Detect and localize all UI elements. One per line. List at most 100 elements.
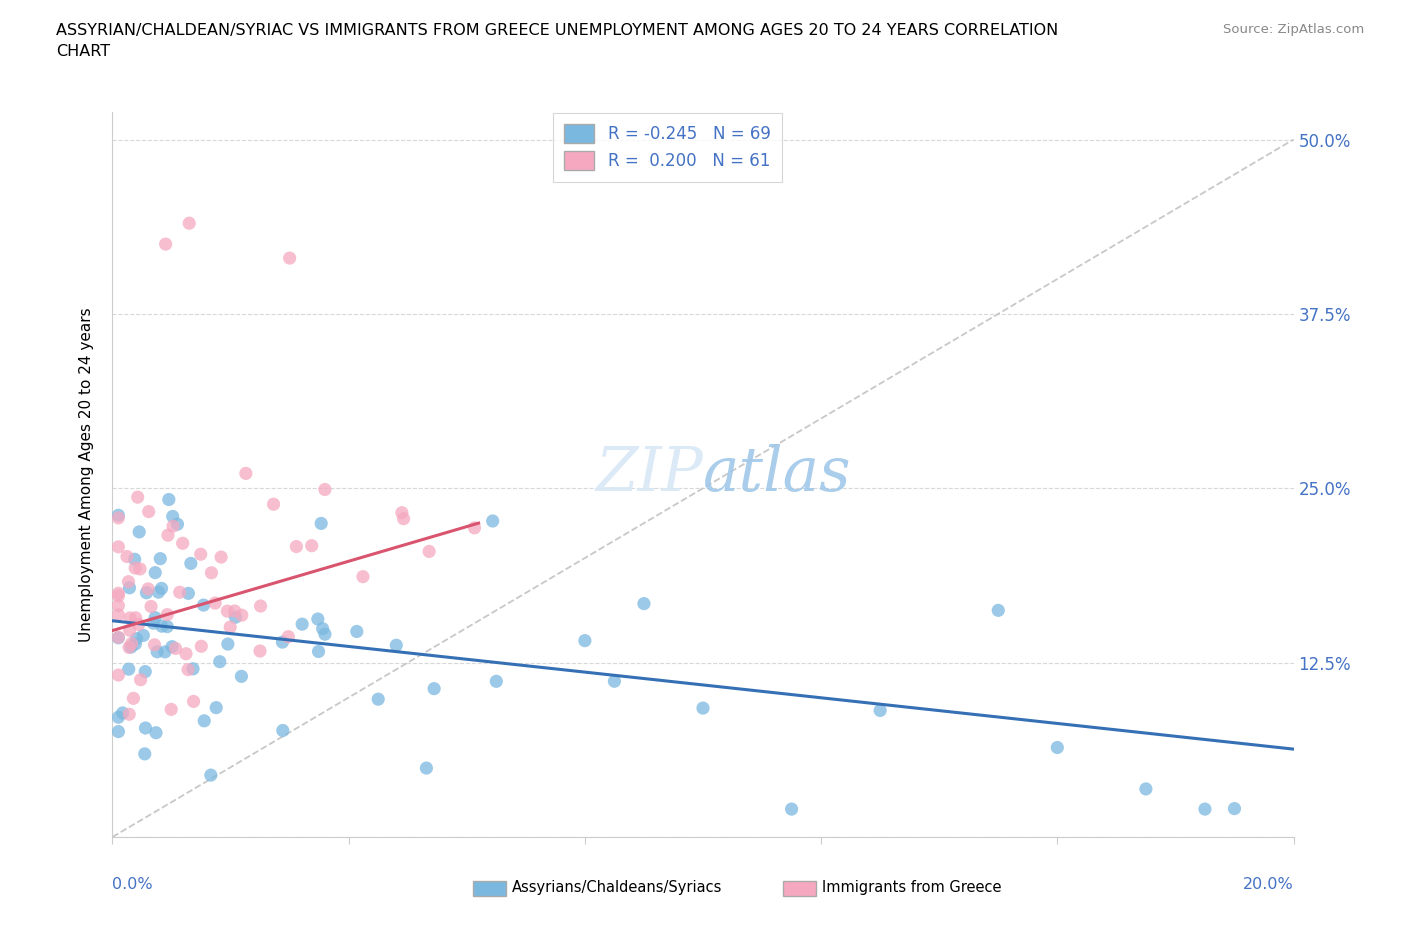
Point [231,669,253,684]
Point [132,628,155,643]
Point [235,466,257,481]
Point [115,549,138,564]
Point [200,767,222,782]
Point [107,710,129,724]
Point [107,607,129,622]
Text: Source: ZipAtlas.com: Source: ZipAtlas.com [1223,23,1364,36]
Point [153,644,176,659]
Point [124,551,146,566]
Point [352,569,374,584]
Point [135,585,157,600]
Point [217,604,239,618]
Point [1135,781,1157,796]
Text: Assyrians/Chaldeans/Syriacs: Assyrians/Chaldeans/Syriacs [512,881,723,896]
Y-axis label: Unemployment Among Ages 20 to 24 years: Unemployment Among Ages 20 to 24 years [79,307,94,642]
Point [208,654,231,669]
Point [118,640,141,655]
Point [309,516,332,531]
Point [107,511,129,525]
Point [134,747,156,762]
Point [204,595,226,610]
Point [146,644,169,659]
Point [200,565,222,580]
Point [205,700,228,715]
Point [249,644,271,658]
FancyBboxPatch shape [472,881,506,897]
Point [231,607,253,622]
Point [271,723,294,737]
Point [118,707,141,722]
Point [107,508,129,523]
Point [107,598,129,613]
Point [118,610,141,625]
Point [367,692,389,707]
Point [277,630,299,644]
Point [143,565,166,580]
Point [314,482,336,497]
Text: atlas: atlas [703,445,852,504]
Point [415,761,437,776]
Point [291,617,314,631]
Point [1046,740,1069,755]
Point [174,646,197,661]
Text: ZIP: ZIP [595,445,703,504]
Point [124,610,146,625]
Point [125,631,148,646]
Point [177,586,200,601]
Point [107,631,129,645]
Point [278,251,301,266]
Point [143,610,166,625]
Text: Immigrants from Greece: Immigrants from Greece [823,881,1002,896]
Point [172,536,194,551]
Point [160,639,183,654]
Point [271,634,294,649]
Point [1194,802,1216,817]
Point [190,639,212,654]
Point [463,521,485,536]
Point [134,664,156,679]
Point [129,562,152,577]
Point [183,694,205,709]
Point [418,544,440,559]
Text: 20.0%: 20.0% [1243,877,1294,892]
Point [134,721,156,736]
Point [869,703,891,718]
Point [122,691,145,706]
Point [142,616,165,631]
Point [485,674,508,689]
Point [107,586,129,601]
Point [124,561,146,576]
Point [157,492,180,507]
Point [128,525,150,539]
Point [117,574,139,589]
Point [285,539,308,554]
Point [107,630,129,644]
Point [145,725,167,740]
Point [574,633,596,648]
Point [391,505,413,520]
Point [118,623,141,638]
Point [301,538,323,553]
Point [385,638,408,653]
Point [1223,801,1246,816]
Text: ASSYRIAN/CHALDEAN/SYRIAC VS IMMIGRANTS FROM GREECE UNEMPLOYMENT AMONG AGES 20 TO: ASSYRIAN/CHALDEAN/SYRIAC VS IMMIGRANTS F… [56,23,1059,38]
Point [139,599,162,614]
Point [124,636,146,651]
Point [128,617,150,631]
Point [162,519,184,534]
Point [179,216,201,231]
Text: CHART: CHART [56,44,110,59]
Point [263,497,285,512]
Point [150,618,173,633]
Point [423,681,446,696]
Point [165,641,187,656]
Point [120,640,142,655]
Point [107,724,129,739]
Point [193,598,215,613]
Point [107,589,129,604]
Point [307,612,329,627]
Point [224,604,246,618]
Point [150,581,173,596]
Point [138,504,160,519]
Point [118,662,141,677]
